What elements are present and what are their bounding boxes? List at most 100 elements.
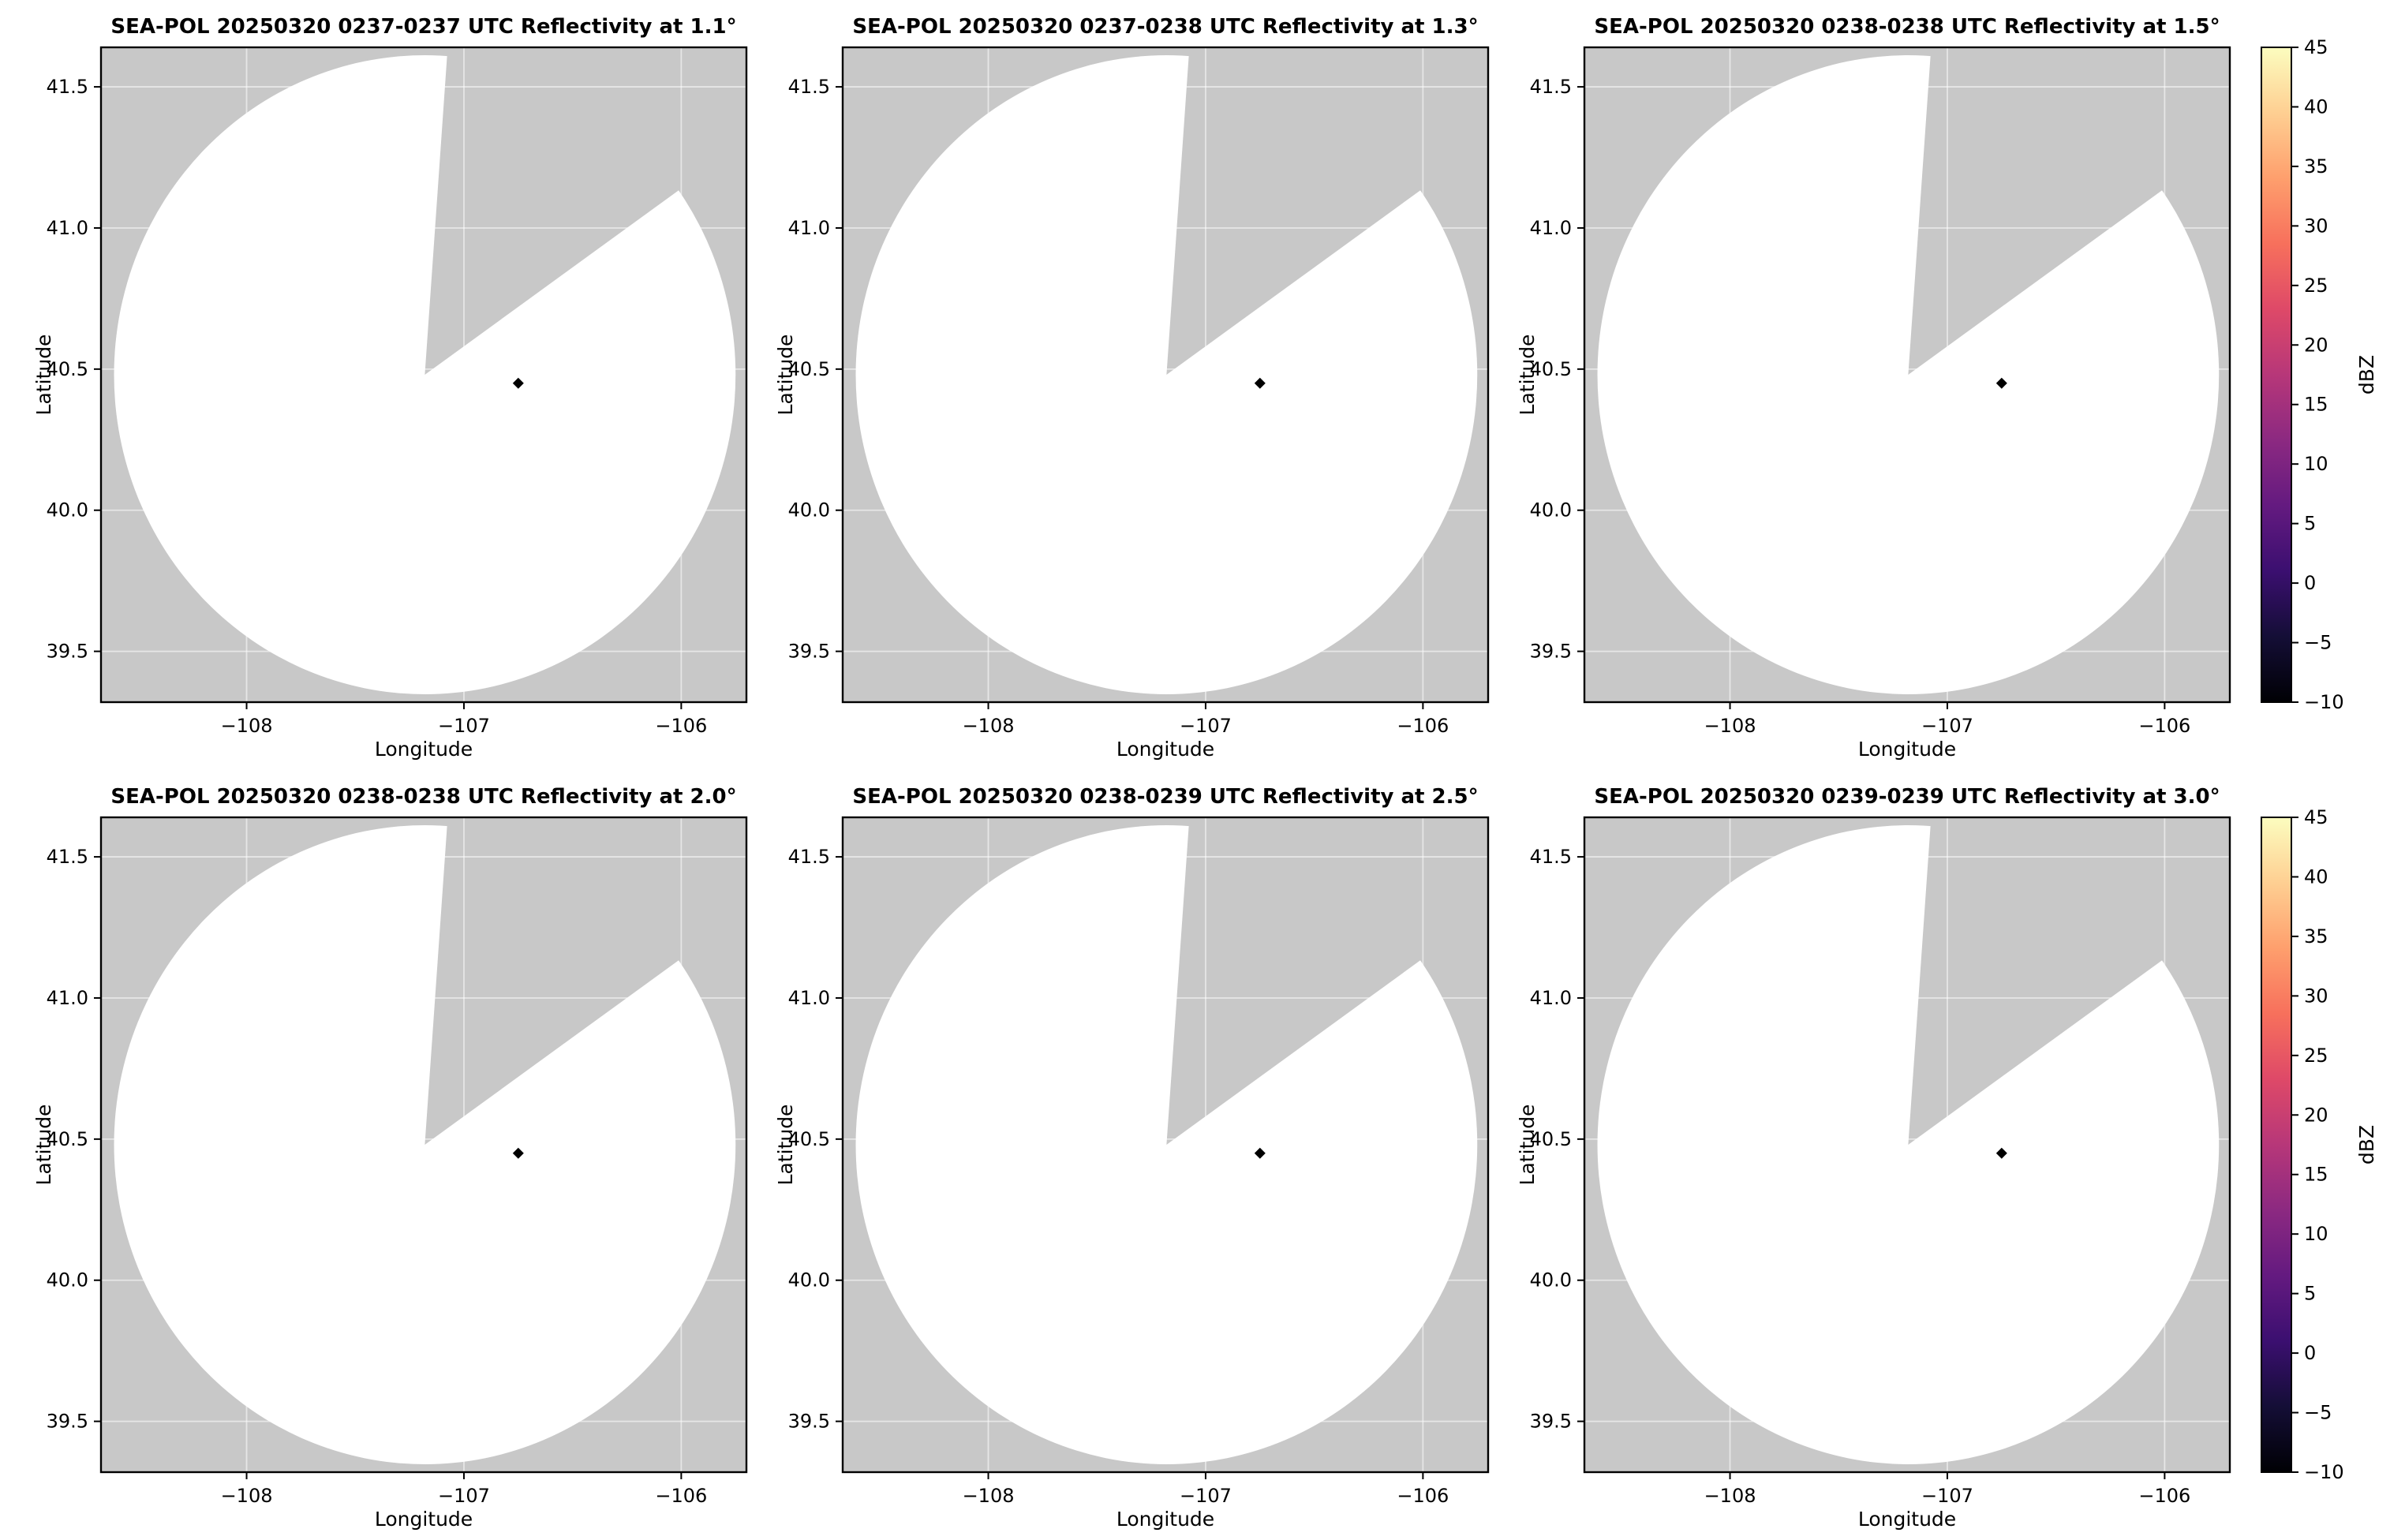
svg-text:−108: −108	[1704, 715, 1756, 737]
svg-text:40.0: 40.0	[1530, 499, 1572, 521]
svg-text:−108: −108	[963, 1485, 1015, 1507]
svg-text:40.5: 40.5	[788, 358, 830, 380]
svg-text:39.5: 39.5	[788, 1411, 830, 1433]
radar-ppi-plot-6: −108 −107 −106 39.5 40.0 40.5 41.0 41.5 SEA-POL…	[1516, 785, 2231, 1531]
panel-title: SEA-POL 20250320 0237-0237 UTC Reflectiv…	[110, 15, 736, 39]
svg-text:40.0: 40.0	[47, 499, 88, 521]
y-axis-label: Latitude	[32, 335, 55, 416]
svg-text:10: 10	[2304, 1223, 2328, 1245]
svg-text:35: 35	[2304, 925, 2328, 948]
svg-text:40.5: 40.5	[1530, 1128, 1572, 1150]
svg-text:41.5: 41.5	[788, 76, 830, 98]
svg-text:40.5: 40.5	[47, 1128, 88, 1150]
svg-text:41.5: 41.5	[1530, 846, 1572, 868]
svg-text:−107: −107	[1180, 715, 1232, 737]
svg-text:−10: −10	[2304, 691, 2344, 713]
svg-text:10: 10	[2304, 453, 2328, 475]
svg-text:40.5: 40.5	[1530, 358, 1572, 380]
x-axis-label: Longitude	[1116, 1508, 1214, 1531]
radar-ppi-plot-5: −108 −107 −106 39.5 40.0 40.5 41.0 41.5 SEA-POL…	[774, 785, 1490, 1531]
svg-text:−106: −106	[655, 1485, 707, 1507]
svg-text:35: 35	[2304, 155, 2328, 178]
svg-text:39.5: 39.5	[1530, 1411, 1572, 1433]
svg-text:−108: −108	[221, 715, 273, 737]
svg-text:5: 5	[2304, 1283, 2316, 1305]
y-axis-label: Latitude	[32, 1105, 55, 1186]
svg-text:20: 20	[2304, 1104, 2328, 1126]
svg-text:40.5: 40.5	[788, 1128, 830, 1150]
y-axis-label: Latitude	[774, 335, 797, 416]
svg-text:−106: −106	[2138, 1485, 2190, 1507]
svg-text:41.0: 41.0	[788, 217, 830, 239]
svg-text:40: 40	[2304, 865, 2328, 888]
radar-ppi-plot-3: −108 −107 −106 39.5 40.0 40.5 41.0 41.5 SEA-POL…	[1516, 15, 2231, 761]
svg-text:45: 45	[2304, 36, 2328, 58]
svg-text:40.0: 40.0	[47, 1269, 88, 1291]
svg-text:−106: −106	[1397, 1485, 1449, 1507]
svg-text:40.0: 40.0	[788, 499, 830, 521]
panel-title: SEA-POL 20250320 0238-0238 UTC Reflectiv…	[1594, 15, 2220, 39]
x-axis-label: Longitude	[1858, 1508, 1956, 1531]
svg-text:41.5: 41.5	[1530, 76, 1572, 98]
panel-title: SEA-POL 20250320 0238-0238 UTC Reflectiv…	[110, 785, 736, 809]
svg-text:−5: −5	[2304, 1402, 2332, 1424]
svg-text:−107: −107	[438, 715, 490, 737]
svg-text:41.0: 41.0	[47, 987, 88, 1009]
svg-text:−106: −106	[1397, 715, 1449, 737]
svg-text:39.5: 39.5	[47, 641, 88, 663]
svg-text:25: 25	[2304, 1045, 2328, 1067]
svg-text:41.0: 41.0	[788, 987, 830, 1009]
svg-text:39.5: 39.5	[1530, 641, 1572, 663]
svg-text:−107: −107	[1180, 1485, 1232, 1507]
x-axis-label: Longitude	[375, 738, 473, 761]
svg-text:−108: −108	[221, 1485, 273, 1507]
colorbar-label: dBZ	[2355, 355, 2378, 394]
x-axis-label: Longitude	[1858, 738, 1956, 761]
x-axis-label: Longitude	[1116, 738, 1214, 761]
svg-text:30: 30	[2304, 985, 2328, 1007]
svg-text:15: 15	[2304, 394, 2328, 416]
colorbar-dbz-row1: 45 40 35 30 25 20 15 10 5 0 −5 −10 dBZ	[2261, 36, 2378, 713]
svg-text:40: 40	[2304, 95, 2328, 118]
svg-text:−5: −5	[2304, 632, 2332, 654]
svg-text:−106: −106	[655, 715, 707, 737]
y-axis-label: Latitude	[1516, 1105, 1539, 1186]
y-axis-label: Latitude	[774, 1105, 797, 1186]
svg-text:40.0: 40.0	[1530, 1269, 1572, 1291]
svg-text:5: 5	[2304, 513, 2316, 535]
svg-text:−106: −106	[2138, 715, 2190, 737]
svg-text:41.0: 41.0	[1530, 987, 1572, 1009]
svg-text:40.5: 40.5	[47, 358, 88, 380]
svg-text:30: 30	[2304, 215, 2328, 237]
panel-title: SEA-POL 20250320 0237-0238 UTC Reflectiv…	[852, 15, 1478, 39]
colorbar-label: dBZ	[2355, 1125, 2378, 1164]
svg-text:45: 45	[2304, 806, 2328, 828]
y-axis-label: Latitude	[1516, 335, 1539, 416]
svg-text:0: 0	[2304, 572, 2316, 594]
svg-text:20: 20	[2304, 334, 2328, 356]
svg-text:25: 25	[2304, 275, 2328, 297]
svg-text:41.0: 41.0	[1530, 217, 1572, 239]
svg-text:41.5: 41.5	[47, 76, 88, 98]
svg-text:−107: −107	[1921, 1485, 1973, 1507]
svg-text:−107: −107	[1921, 715, 1973, 737]
svg-text:40.0: 40.0	[788, 1269, 830, 1291]
panel-title: SEA-POL 20250320 0238-0239 UTC Reflectiv…	[852, 785, 1478, 809]
radar-ppi-plot-1: −108 −107 −106 39.5 40.0 40.5 41.0 41.5 SEA-POL…	[32, 15, 748, 761]
svg-text:39.5: 39.5	[788, 641, 830, 663]
panel-title: SEA-POL 20250320 0239-0239 UTC Reflectiv…	[1594, 785, 2220, 809]
colorbar-dbz-row2: 45 40 35 30 25 20 15 10 5 0 −5 −10 dBZ	[2261, 806, 2378, 1483]
svg-text:39.5: 39.5	[47, 1411, 88, 1433]
x-axis-label: Longitude	[375, 1508, 473, 1531]
svg-text:−108: −108	[963, 715, 1015, 737]
svg-text:−107: −107	[438, 1485, 490, 1507]
svg-text:41.5: 41.5	[47, 846, 88, 868]
radar-ppi-plot-2: −108 −107 −106 39.5 40.0 40.5 41.0 41.5 SEA-POL…	[774, 15, 1490, 761]
svg-text:0: 0	[2304, 1342, 2316, 1364]
radar-ppi-plot-4: −108 −107 −106 39.5 40.0 40.5 41.0 41.5 SEA-POL…	[32, 785, 748, 1531]
svg-text:−108: −108	[1704, 1485, 1756, 1507]
svg-text:41.0: 41.0	[47, 217, 88, 239]
svg-text:15: 15	[2304, 1164, 2328, 1186]
svg-text:41.5: 41.5	[788, 846, 830, 868]
